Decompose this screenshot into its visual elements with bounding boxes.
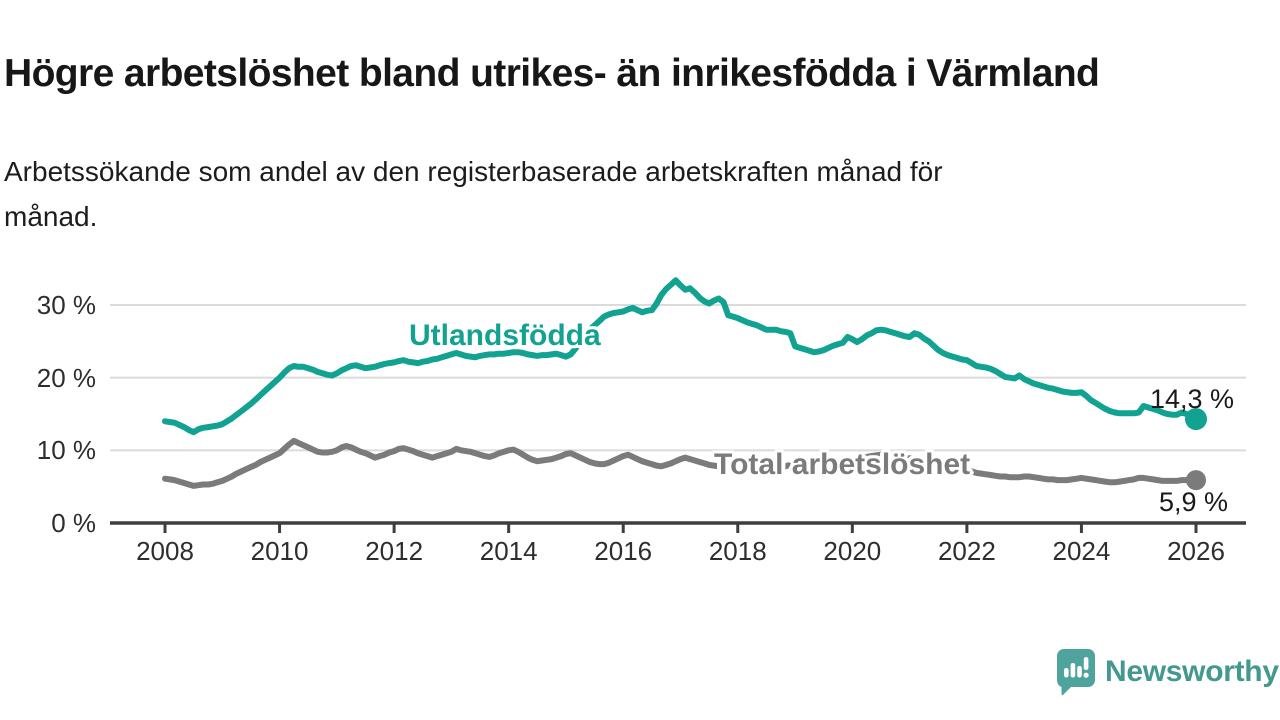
end-value-label-utlandsfodda: 14,3 %: [1149, 384, 1234, 414]
x-axis-tick-label: 2026: [1167, 536, 1225, 566]
y-axis-tick-label: 30 %: [36, 290, 96, 320]
x-axis-tick-label: 2024: [1052, 536, 1111, 566]
x-axis-tick-label: 2020: [823, 536, 882, 566]
page-title: Högre arbetslöshet bland utrikes- än inr…: [4, 52, 1100, 96]
chart-subtitle: Arbetssökande som andel av den registerb…: [4, 149, 1224, 239]
newsworthy-logo-icon: [1057, 649, 1095, 696]
newsworthy-logo-text: Newsworthy: [1105, 655, 1279, 688]
subtitle-line-1: Arbetssökande som andel av den registerb…: [4, 156, 943, 187]
x-axis-tick-label: 2012: [365, 536, 424, 566]
x-axis-tick-label: 2018: [708, 536, 767, 566]
x-axis-tick-label: 2016: [594, 536, 653, 566]
subtitle-line-2: månad.: [4, 201, 98, 232]
x-axis-tick-label: 2008: [136, 536, 194, 566]
y-axis-tick-label: 0 %: [51, 508, 96, 538]
x-axis-tick-label: 2010: [250, 536, 309, 566]
x-axis-tick-label: 2014: [479, 536, 538, 566]
newsworthy-logo: Newsworthy: [1056, 647, 1279, 697]
y-axis-tick-label: 20 %: [36, 362, 96, 393]
x-axis-tick-label: 2022: [937, 536, 996, 566]
y-axis-tick-label: 10 %: [36, 435, 96, 466]
series-label-total-arbetsloshet: Total arbetslöshet: [714, 448, 971, 481]
end-value-label-total: 5,9 %: [1158, 487, 1228, 517]
series-label-utlandsfodda: Utlandsfödda: [409, 319, 601, 352]
